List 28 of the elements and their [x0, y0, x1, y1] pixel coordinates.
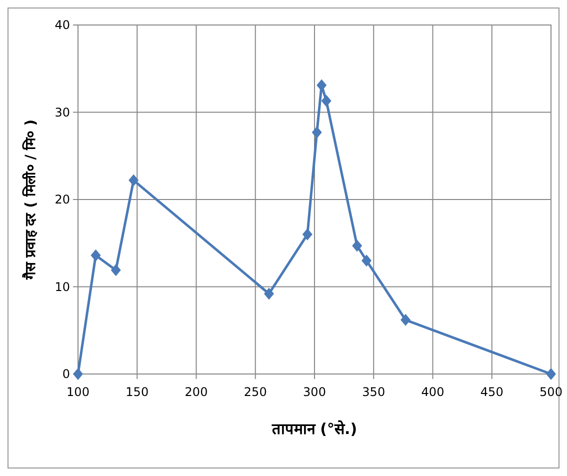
x-tick-label: 400	[421, 385, 444, 399]
point	[302, 228, 312, 240]
x-axis-title: तापमान (°से.)	[270, 420, 358, 438]
y-tick-label: 40	[54, 18, 70, 32]
point	[90, 249, 101, 262]
x-tick-label: 150	[126, 385, 149, 399]
point	[400, 314, 411, 326]
x-tick-label: 500	[540, 385, 562, 399]
point	[128, 174, 139, 186]
x-tick-label: 100	[66, 385, 90, 399]
point	[321, 94, 332, 107]
point	[264, 288, 274, 300]
y-tick-label: 10	[54, 280, 70, 294]
x-tick-label: 200	[184, 385, 208, 399]
y-tick-label: 0	[62, 367, 70, 381]
y-axis-title: गैस प्रवाह दर ( मिली० / मि० )	[22, 119, 39, 281]
x-tick-label: 250	[244, 385, 267, 399]
x-tick-label: 300	[303, 385, 326, 399]
point	[73, 368, 83, 380]
point	[352, 240, 362, 252]
y-tick-label: 30	[54, 105, 70, 120]
point	[546, 368, 556, 380]
x-tick-label: 450	[480, 385, 504, 399]
point	[362, 254, 372, 267]
point	[110, 264, 121, 276]
point	[312, 126, 322, 138]
y-tick-label: 20	[54, 192, 70, 206]
x-tick-label: 350	[362, 385, 386, 399]
